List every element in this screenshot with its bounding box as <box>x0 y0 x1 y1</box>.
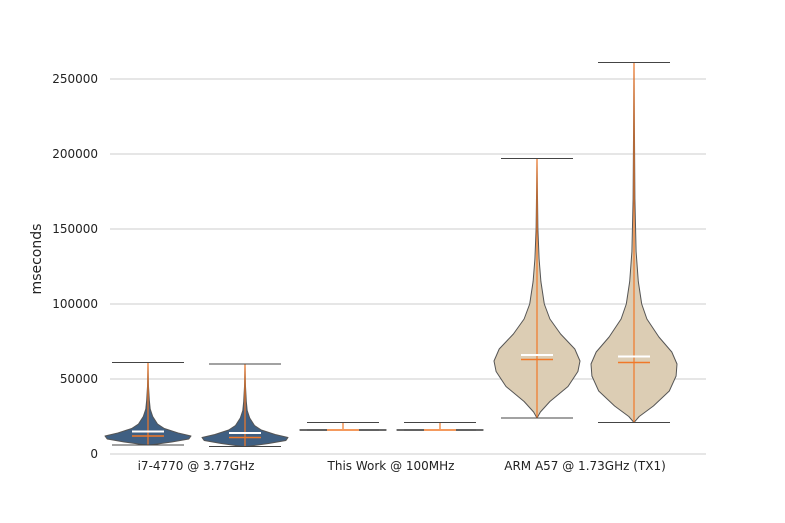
y-axis-title: mseconds <box>29 224 45 295</box>
y-tick-label: 250000 <box>52 72 98 86</box>
violin <box>201 363 289 447</box>
violin <box>396 422 484 431</box>
y-tick-label: 200000 <box>52 147 98 161</box>
y-tick-label: 150000 <box>52 222 98 236</box>
violin <box>299 422 387 431</box>
x-category-label: This Work @ 100MHz <box>327 459 455 473</box>
violin <box>590 62 678 423</box>
y-tick-label: 100000 <box>52 297 98 311</box>
y-tick-label: 50000 <box>60 372 98 386</box>
violin <box>104 362 192 446</box>
violin <box>493 158 581 419</box>
y-axis: 0 50000 100000 150000 200000 250000 <box>52 72 98 461</box>
x-axis: i7-4770 @ 3.77GHz This Work @ 100MHz ARM A… <box>138 459 666 473</box>
y-tick-label: 0 <box>90 447 98 461</box>
x-category-label: i7-4770 @ 3.77GHz <box>138 459 255 473</box>
x-category-label: ARM A57 @ 1.73GHz (TX1) <box>504 459 666 473</box>
violins <box>104 62 678 447</box>
